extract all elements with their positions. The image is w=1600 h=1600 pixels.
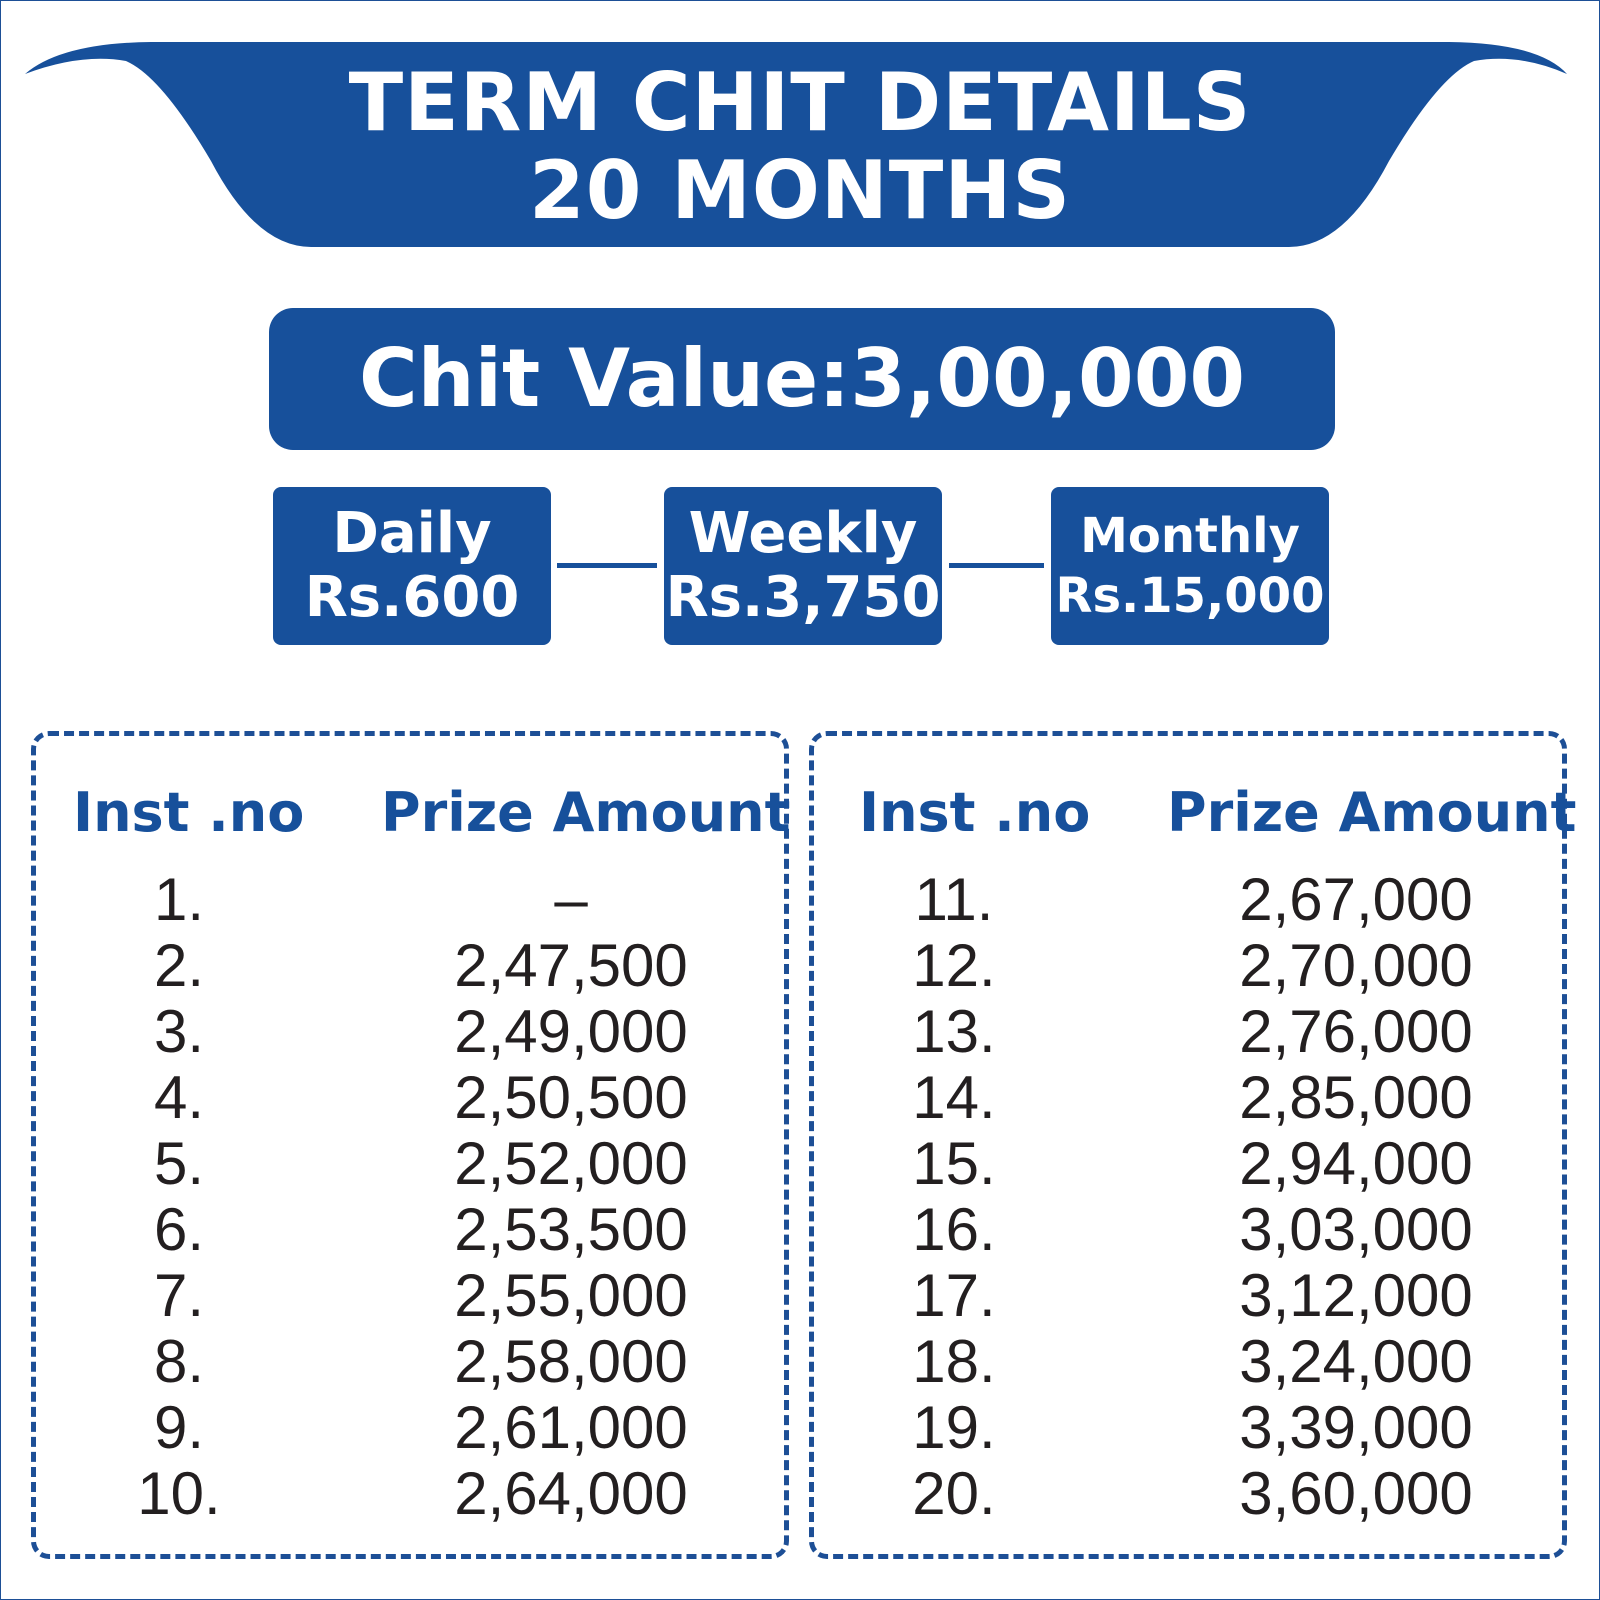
plan-monthly-amount: Rs.15,000 [1055,568,1325,624]
plan-daily-label: Daily [332,501,492,566]
inst-number: 6. [153,1196,205,1263]
prize-amount: 2,47,500 [454,932,688,999]
prize-amount: 3,12,000 [1239,1262,1473,1329]
inst-number: 2. [153,932,205,999]
chit-value-banner: Chit Value:3,00,000 [269,308,1335,450]
inst-number: 14. [912,1064,996,1131]
table-row: 1. – [1,867,791,933]
header-banner-shape [25,42,1567,247]
title-line-2: 20 MONTHS [529,144,1071,237]
table-row: 20. 3,60,000 [791,1461,1591,1527]
table-row: 16. 3,03,000 [791,1197,1591,1263]
inst-number: 17. [912,1262,996,1329]
inst-number: 10. [137,1460,221,1527]
inst-number: 12. [912,932,996,999]
table-row: 15. 2,94,000 [791,1131,1591,1197]
prize-amount: 3,24,000 [1239,1328,1473,1395]
plan-connector [949,563,1044,568]
table-row: 12. 2,70,000 [791,933,1591,999]
table-row: 18. 3,24,000 [791,1329,1591,1395]
table-row: 4. 2,50,500 [1,1065,791,1131]
left-col-prize-header: Prize Amount [381,781,791,844]
inst-number: 7. [153,1262,205,1329]
prize-amount: 2,64,000 [454,1460,688,1527]
plan-daily-amount: Rs.600 [304,565,520,630]
prize-amount: 3,03,000 [1239,1196,1473,1263]
inst-number: 5. [153,1130,205,1197]
table-row: 19. 3,39,000 [791,1395,1591,1461]
plan-daily: Daily Rs.600 [273,487,551,645]
inst-number: 16. [912,1196,996,1263]
inst-number: 8. [153,1328,205,1395]
prize-amount: 2,76,000 [1239,998,1473,1065]
inst-number: 18. [912,1328,996,1395]
prize-amount: 2,58,000 [454,1328,688,1395]
table-row: 6. 2,53,500 [1,1197,791,1263]
prize-amount: 2,61,000 [454,1394,688,1461]
inst-number: 11. [914,866,994,933]
right-prize-list: 11. 2,67,000 12. 2,70,000 13. 2,76,000 14. 2,85… [791,867,1591,1527]
title-line-1: TERM CHIT DETAILS [348,56,1252,149]
inst-number: 13. [912,998,996,1065]
prize-amount: 2,67,000 [1239,866,1473,933]
prize-amount: 2,55,000 [454,1262,688,1329]
prize-amount: 2,50,500 [454,1064,688,1131]
prize-amount: 2,53,500 [454,1196,688,1263]
table-row: 13. 2,76,000 [791,999,1591,1065]
table-row: 17. 3,12,000 [791,1263,1591,1329]
inst-number: 3. [153,998,205,1065]
page-title: TERM CHIT DETAILS 20 MONTHS [1,59,1599,235]
left-col-inst-header: Inst .no [73,781,305,844]
left-table-panel [31,731,789,1559]
table-row: 14. 2,85,000 [791,1065,1591,1131]
inst-number: 20. [912,1460,996,1527]
plan-monthly-label: Monthly [1080,508,1300,564]
prize-amount: 2,52,000 [454,1130,688,1197]
table-row: 10. 2,64,000 [1,1461,791,1527]
prize-amount: 2,94,000 [1239,1130,1473,1197]
right-col-prize-header: Prize Amount [1167,781,1577,844]
table-row: 7. 2,55,000 [1,1263,791,1329]
inst-number: 1. [153,866,205,933]
prize-amount: – [554,866,588,933]
plan-weekly: Weekly Rs.3,750 [664,487,942,645]
table-row: 3. 2,49,000 [1,999,791,1065]
plan-connector [557,563,657,568]
plan-weekly-label: Weekly [688,501,918,566]
table-row: 9. 2,61,000 [1,1395,791,1461]
table-row: 2. 2,47,500 [1,933,791,999]
plan-weekly-amount: Rs.3,750 [665,565,941,630]
inst-number: 19. [912,1394,996,1461]
prize-amount: 3,39,000 [1239,1394,1473,1461]
table-row: 5. 2,52,000 [1,1131,791,1197]
left-prize-list: 1. – 2. 2,47,500 3. 2,49,000 4. 2,50,500 5. 2,52,… [1,867,791,1527]
prize-amount: 2,49,000 [454,998,688,1065]
inst-number: 15. [912,1130,996,1197]
right-col-inst-header: Inst .no [859,781,1091,844]
inst-number: 4. [153,1064,205,1131]
table-row: 8. 2,58,000 [1,1329,791,1395]
prize-amount: 2,70,000 [1239,932,1473,999]
table-row: 11. 2,67,000 [791,867,1591,933]
plan-monthly: Monthly Rs.15,000 [1051,487,1329,645]
inst-number: 9. [153,1394,205,1461]
right-table-panel [809,731,1567,1559]
prize-amount: 3,60,000 [1239,1460,1473,1527]
prize-amount: 2,85,000 [1239,1064,1473,1131]
